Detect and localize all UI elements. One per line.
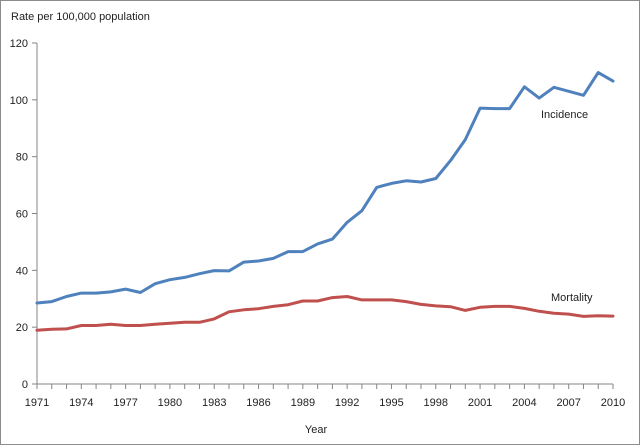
x-tick-label: 1986 xyxy=(246,397,270,409)
x-tick-label: 1992 xyxy=(335,397,359,409)
incidence-series-line xyxy=(35,71,615,305)
x-tick-label: 1980 xyxy=(158,397,182,409)
x-tick-label: 1977 xyxy=(113,397,137,409)
x-tick-label: 2004 xyxy=(512,397,536,409)
x-tick-label: 1971 xyxy=(25,397,49,409)
y-axis-title: Rate per 100,000 population xyxy=(11,11,150,23)
axes: 0 20 40 60 80 100 120 1971 1974 1977 1980 1983 1986 1… xyxy=(10,38,626,409)
x-tick-label: 1995 xyxy=(379,397,403,409)
y-tick-label: 0 xyxy=(22,379,28,391)
y-tick-label: 100 xyxy=(10,95,28,107)
y-tick-label: 40 xyxy=(16,265,28,277)
x-tick-label: 2001 xyxy=(468,397,492,409)
x-tick-label: 1974 xyxy=(69,397,93,409)
plot-area: Incidence Mortality xyxy=(35,71,615,332)
y-tick-label: 80 xyxy=(16,152,28,164)
mortality-series-line xyxy=(35,295,615,332)
y-tick-label: 120 xyxy=(10,38,28,50)
x-tick-label: 1983 xyxy=(202,397,226,409)
x-tick-label: 2007 xyxy=(556,397,580,409)
mortality-series-label: Mortality xyxy=(551,292,593,304)
y-tick-label: 60 xyxy=(16,209,28,221)
y-tick-label: 20 xyxy=(16,322,28,334)
x-tick-label: 1989 xyxy=(291,397,315,409)
x-tick-label: 1998 xyxy=(424,397,448,409)
x-axis-title: Year xyxy=(305,424,328,436)
incidence-series-label: Incidence xyxy=(541,109,588,121)
x-tick-label: 2010 xyxy=(601,397,625,409)
